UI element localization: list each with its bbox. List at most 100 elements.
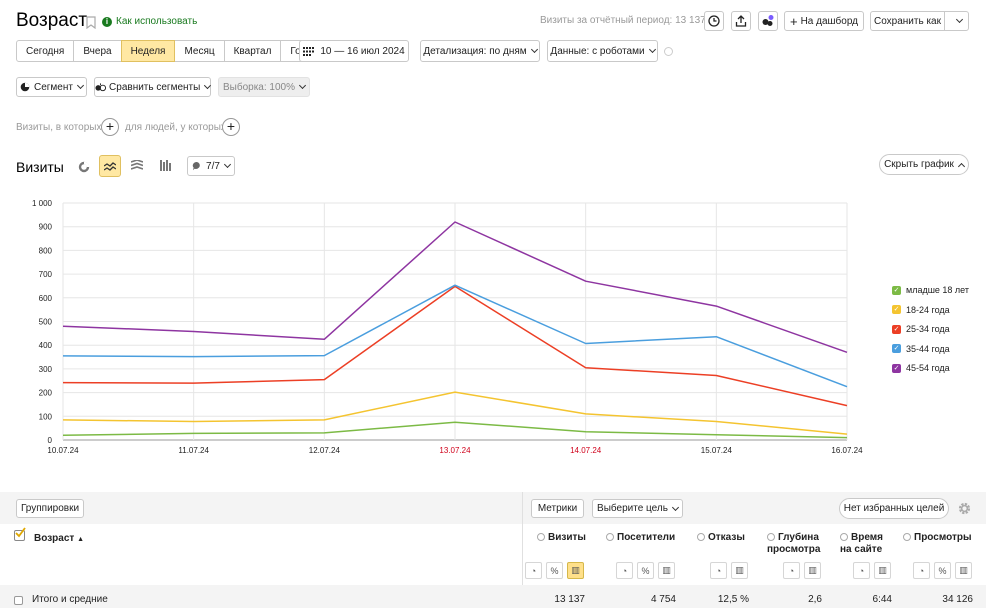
compare-segments-dropdown[interactable]: Сравнить сегменты (94, 77, 211, 97)
subscriptions-button[interactable] (758, 11, 778, 31)
metric-column-header[interactable]: Визиты (537, 532, 586, 544)
series-line (62, 285, 848, 407)
sample-label: Выборка: 100% (223, 81, 295, 93)
data-label: Данные: с роботами (550, 45, 645, 57)
pie-chart-type-button[interactable] (76, 159, 92, 175)
line-chart-type-button[interactable] (99, 155, 121, 177)
hide-chart-button[interactable]: Скрыть график (879, 154, 969, 175)
add-visits-filter-button[interactable]: + (101, 118, 119, 136)
bar-view-icon[interactable]: ▥ (658, 562, 675, 579)
area-chart-type-button[interactable] (130, 159, 144, 174)
data-dropdown[interactable]: Данные: с роботами (547, 40, 658, 62)
x-tick-label: 11.07.24 (178, 446, 209, 455)
pie-view-icon[interactable]: ◔ (853, 562, 870, 579)
favorite-goals-button[interactable]: Нет избранных целей (839, 498, 949, 519)
percent-view-icon[interactable]: % (934, 562, 951, 579)
sample-dropdown[interactable]: Выборка: 100% (218, 77, 310, 97)
compare-label: Сравнить сегменты (109, 81, 201, 93)
legend-label: 35-44 года (906, 343, 950, 354)
gear-icon[interactable] (958, 502, 971, 515)
metric-column-header[interactable]: Время на сайте (840, 532, 883, 556)
pie-view-icon[interactable]: ◔ (616, 562, 633, 579)
date-range-picker[interactable]: 10 — 16 июл 2024 (299, 40, 409, 62)
y-tick-label: 300 (39, 365, 53, 374)
groupings-label: Группировки (20, 503, 80, 514)
legend-item[interactable]: ✓ 35-44 года (892, 344, 950, 354)
total-value: 12,5 % (717, 594, 749, 605)
metrics-button[interactable]: Метрики (531, 499, 584, 518)
metric-column-header[interactable]: Отказы (697, 532, 745, 544)
add-people-filter-button[interactable]: + (222, 118, 240, 136)
share-icon (735, 15, 747, 27)
comment-icon (192, 161, 200, 171)
hide-chart-label: Скрыть график (884, 159, 954, 170)
dots-icon (762, 15, 774, 26)
y-tick-label: 400 (39, 341, 53, 350)
select-all-checkbox[interactable] (14, 527, 26, 541)
compare-icon (95, 83, 107, 92)
legend-item[interactable]: ✓ 25-34 года (892, 324, 950, 334)
metric-column-header[interactable]: Посетители (606, 532, 675, 544)
y-tick-label: 100 (39, 412, 53, 421)
bar-view-icon[interactable]: ▥ (567, 562, 584, 579)
save-options-dropdown[interactable] (944, 11, 969, 31)
add-to-dashboard-button[interactable]: + На дашборд (784, 11, 864, 31)
bar-view-icon[interactable]: ▥ (804, 562, 821, 579)
pie-view-icon[interactable]: ◔ (783, 562, 800, 579)
totals-row (0, 585, 986, 608)
howto-link[interactable]: i Как использовать (102, 16, 197, 27)
column-label-line2: просмотра (767, 544, 821, 555)
bar-chart-icon (160, 160, 171, 171)
legend-item[interactable]: ✓ 45-54 года (892, 363, 950, 373)
dimension-column-header[interactable]: Возраст ▲ (34, 533, 84, 546)
series-line (62, 284, 848, 388)
save-as-label: Сохранить как (873, 15, 941, 27)
help-icon[interactable] (767, 533, 775, 541)
series-count: 7/7 (206, 160, 220, 172)
legend-item[interactable]: ✓ 18-24 года (892, 305, 950, 315)
history-button[interactable] (704, 11, 724, 31)
groupings-button[interactable]: Группировки (16, 499, 84, 518)
help-icon[interactable] (537, 533, 545, 541)
pie-view-icon[interactable]: ◔ (913, 562, 930, 579)
y-tick-label: 200 (39, 389, 53, 398)
period-button[interactable]: Месяц (174, 40, 225, 62)
percent-view-icon[interactable]: % (637, 562, 654, 579)
period-button[interactable]: Сегодня (16, 40, 75, 62)
pie-view-icon[interactable]: ◔ (525, 562, 542, 579)
pie-view-icon[interactable]: ◔ (710, 562, 727, 579)
period-button[interactable]: Квартал (223, 40, 282, 62)
legend-item[interactable]: ✓ младше 18 лет (892, 285, 969, 295)
bookmark-icon[interactable] (86, 16, 96, 29)
total-value: 6:44 (872, 594, 892, 605)
metric-column-header[interactable]: Глубина просмотра (767, 532, 820, 556)
series-line (62, 391, 848, 435)
segment-dropdown[interactable]: Сегмент (16, 77, 87, 97)
legend-checkbox-icon: ✓ (892, 363, 901, 373)
help-icon[interactable] (840, 533, 848, 541)
series-visibility-dropdown[interactable]: 7/7 (187, 156, 235, 176)
line-chart-icon (104, 161, 116, 171)
bar-view-icon[interactable]: ▥ (731, 562, 748, 579)
help-icon[interactable] (903, 533, 911, 541)
period-button[interactable]: Неделя (120, 40, 176, 62)
detail-dropdown[interactable]: Детализация: по дням (420, 40, 540, 62)
bar-view-icon[interactable]: ▥ (874, 562, 891, 579)
sort-asc-icon: ▲ (77, 536, 85, 543)
bar-chart-type-button[interactable] (160, 160, 171, 174)
totals-checkbox[interactable] (14, 596, 23, 605)
help-icon[interactable] (697, 533, 705, 541)
legend-checkbox-icon: ✓ (892, 344, 901, 353)
legend-checkbox-icon: ✓ (892, 324, 901, 334)
period-button[interactable]: Вчера (73, 40, 122, 62)
help-icon[interactable] (664, 47, 673, 56)
percent-view-icon[interactable]: % (546, 562, 563, 579)
goal-dropdown[interactable]: Выберите цель (592, 499, 683, 518)
metric-column-header[interactable]: Просмотры (903, 532, 972, 544)
help-icon[interactable] (606, 533, 614, 541)
legend-label: 18-24 года (906, 304, 950, 315)
export-button[interactable] (731, 11, 751, 31)
plus-icon: + (789, 13, 798, 29)
save-as-button[interactable]: Сохранить как (870, 11, 945, 31)
bar-view-icon[interactable]: ▥ (955, 562, 972, 579)
